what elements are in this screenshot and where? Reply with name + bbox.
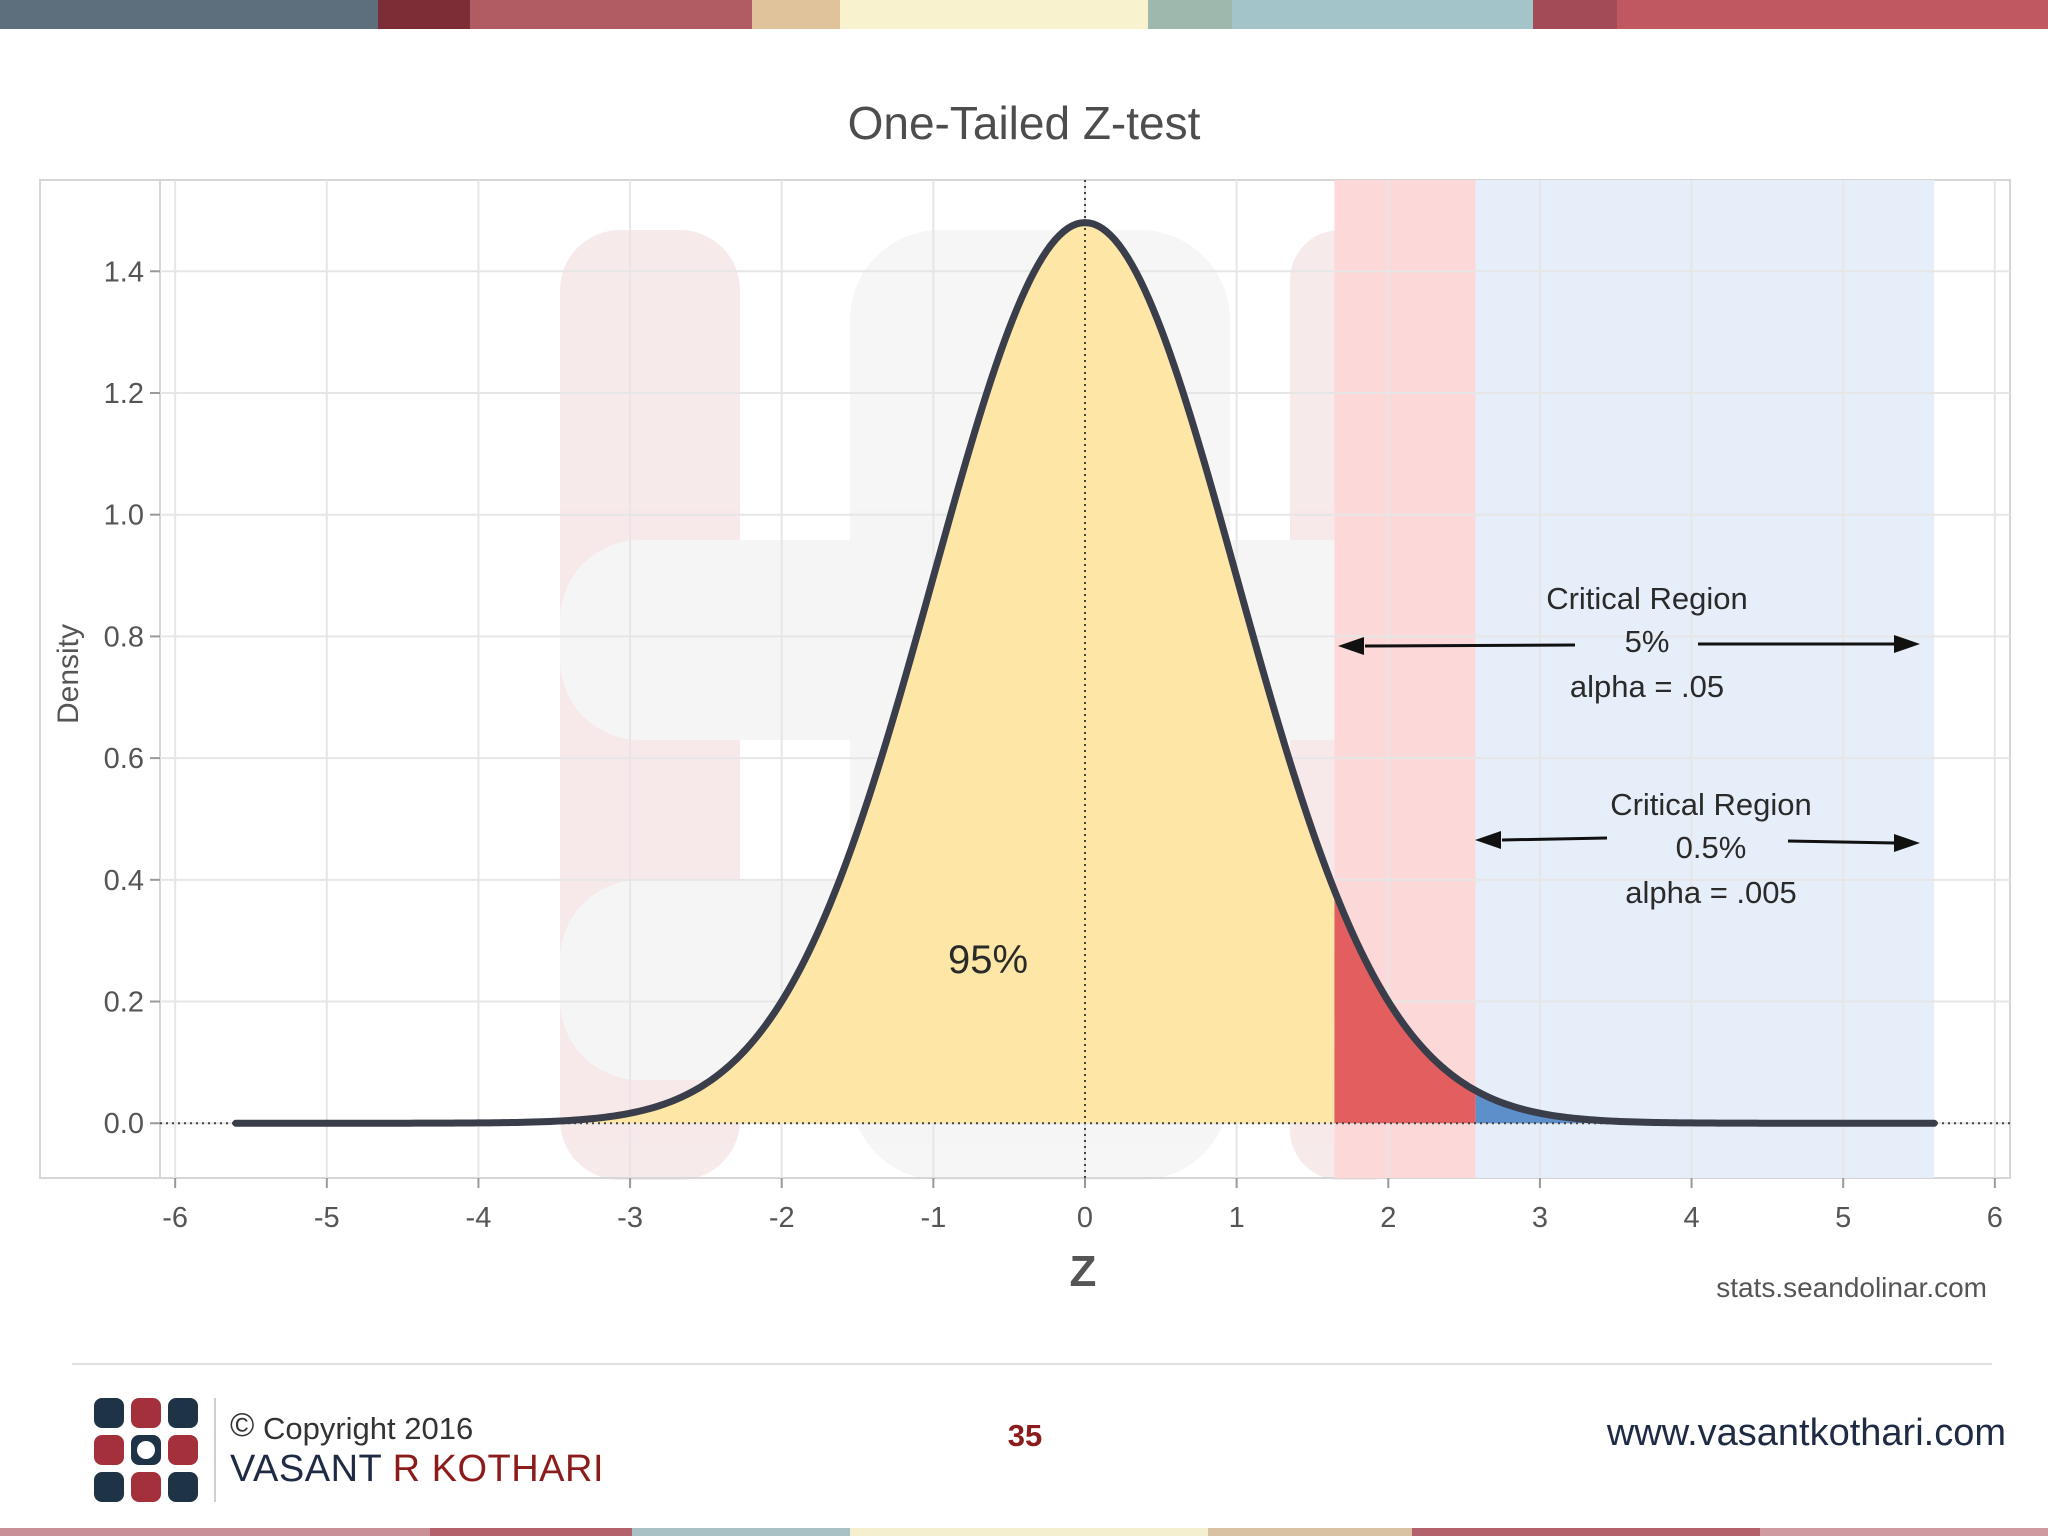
critical-05-arrow-left-head: [1475, 831, 1501, 849]
top-strip-segment: [752, 0, 840, 29]
top-strip-segment: [378, 0, 470, 29]
bottom-strip-segment: [1208, 1528, 1412, 1536]
critical-region-5-annotation: Critical Region 5% alpha = .05: [1338, 581, 1920, 704]
bottom-strip-segment: [632, 1528, 850, 1536]
x-tick-label: 0: [1077, 1202, 1093, 1234]
x-tick-label: 2: [1380, 1202, 1396, 1234]
critical-region-05-annotation: Critical Region 0.5% alpha = .005: [1475, 787, 1920, 910]
critical-05-alpha: alpha = .005: [1625, 875, 1797, 910]
copyright-text: Copyright 2016: [262, 1411, 474, 1446]
bottom-color-strip: [0, 1528, 2048, 1536]
critical-region-05-band: [1475, 180, 1935, 1178]
x-tick-label: -4: [466, 1202, 492, 1234]
author-first-name: VASANT: [230, 1448, 382, 1490]
critical-05-arrow-right: [1787, 839, 1896, 845]
brand-logo-icon: [94, 1398, 198, 1502]
y-tick-label: 1.2: [104, 378, 144, 410]
y-tick-label: 1.4: [104, 256, 144, 288]
footer-divider: [72, 1363, 1992, 1365]
y-tick-label: 1.0: [104, 500, 144, 532]
critical-5-arrow-right-head: [1894, 635, 1920, 653]
bottom-strip-segment: [430, 1528, 632, 1536]
critical-5-alpha: alpha = .05: [1570, 669, 1724, 704]
critical-05-percent: 0.5%: [1676, 830, 1747, 865]
copyright-symbol: ©: [230, 1406, 255, 1443]
x-tick-label: 3: [1532, 1202, 1548, 1234]
critical-5-arrow-left-head: [1338, 637, 1364, 655]
critical-05-title: Critical Region: [1610, 787, 1812, 822]
x-tick-label: -3: [617, 1202, 643, 1234]
critical-5-title: Critical Region: [1546, 581, 1748, 616]
x-tick-label: -1: [920, 1202, 946, 1234]
critical-5-arrow-left: [1364, 643, 1576, 648]
y-tick-label: 0.8: [104, 621, 144, 653]
top-strip-segment: [1617, 0, 2048, 29]
x-axis-label: Z: [1070, 1247, 1097, 1296]
bottom-strip-segment: [850, 1528, 1208, 1536]
critical-5-percent: 5%: [1625, 624, 1670, 659]
top-strip-segment: [1533, 0, 1617, 29]
top-strip-segment: [0, 0, 378, 29]
top-strip-segment: [840, 0, 1148, 29]
x-tick-label: 4: [1683, 1202, 1699, 1234]
x-tick-label: -5: [314, 1202, 340, 1234]
y-tick-label: 0.2: [104, 987, 144, 1019]
bottom-strip-segment: [1760, 1528, 2048, 1536]
x-tick-label: -2: [769, 1202, 795, 1234]
page-number: 35: [1007, 1418, 1043, 1453]
acceptance-region-area: [235, 222, 1335, 1124]
critical-05-arrow-right-head: [1894, 834, 1920, 852]
x-tick-label: 6: [1987, 1202, 2003, 1234]
y-axis-label: Density: [52, 624, 85, 724]
top-strip-segment: [1232, 0, 1533, 29]
top-strip-segment: [1148, 0, 1232, 29]
website-link[interactable]: www.vasantkothari.com: [1606, 1412, 2006, 1454]
x-tick-label: -6: [162, 1202, 188, 1234]
chart-title: One-Tailed Z-test: [848, 97, 1201, 149]
body-percent-label: 95%: [948, 938, 1028, 982]
bottom-strip-segment: [0, 1528, 430, 1536]
z-test-chart: One-Tailed Z-test -6 -5 -4 -3 -2 -1 0 1 2 3 4 5 6 0.…: [39, 97, 2011, 1303]
x-tick-label: 1: [1229, 1202, 1245, 1234]
copyright: © Copyright 2016: [230, 1406, 473, 1447]
y-tick-label: 0.6: [104, 743, 144, 775]
density-curve: [232, 219, 1938, 1127]
critical-region-05-area: [1475, 1090, 1935, 1124]
critical-region-5-area: [1334, 890, 1476, 1124]
y-tick-label: 0.4: [104, 865, 144, 897]
y-axis-ticks: 0.0 0.2 0.4 0.6 0.8 1.0 1.2 1.4: [104, 256, 160, 1140]
top-color-strip: [0, 0, 2048, 29]
author-last-name: R KOTHARI: [392, 1448, 604, 1490]
x-tick-label: 5: [1835, 1202, 1851, 1234]
plot-frame: [39, 179, 2011, 1179]
top-strip-segment: [470, 0, 752, 29]
bottom-strip-segment: [1412, 1528, 1760, 1536]
x-axis-ticks: -6 -5 -4 -3 -2 -1 0 1 2 3 4 5 6: [162, 1178, 2003, 1234]
critical-05-arrow-left: [1501, 836, 1608, 842]
source-credit: stats.seandolinar.com: [1716, 1272, 1987, 1303]
author-name: VASANT R KOTHARI: [230, 1448, 604, 1491]
logo-separator: [214, 1398, 216, 1502]
y-tick-label: 0.0: [104, 1108, 144, 1140]
